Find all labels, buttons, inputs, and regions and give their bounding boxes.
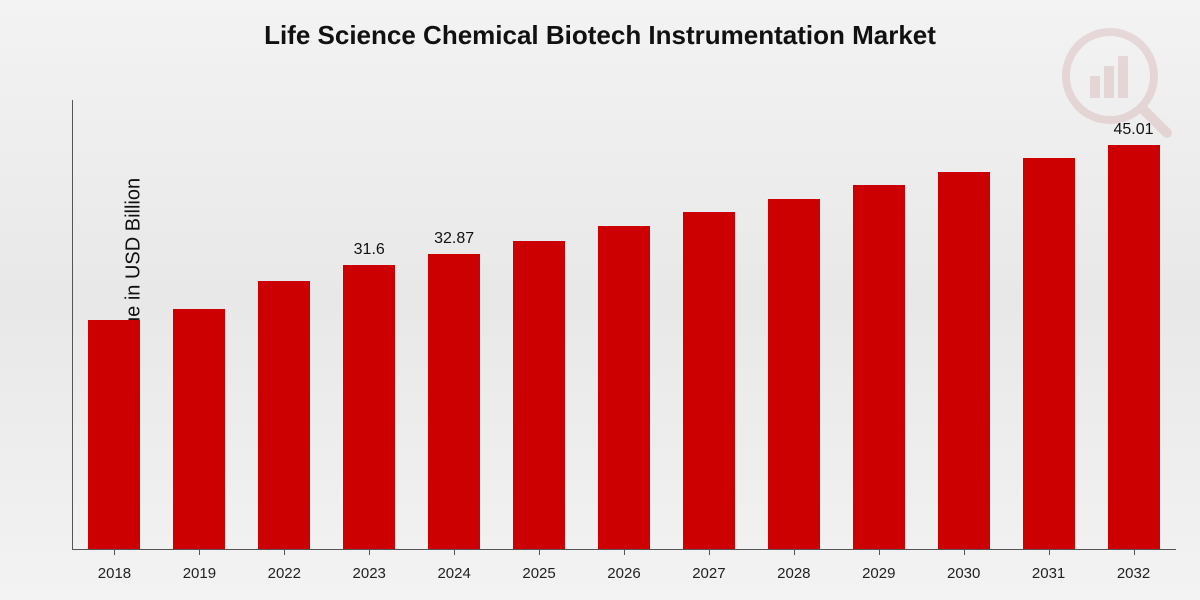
bar-wrap <box>582 100 667 549</box>
x-axis-label: 2025 <box>497 565 582 582</box>
bar-wrap <box>666 100 751 549</box>
bar <box>683 212 735 549</box>
bar-wrap: 32.87 <box>412 100 497 549</box>
x-axis-label: 2018 <box>72 565 157 582</box>
x-axis-label: 2029 <box>836 565 921 582</box>
bar-wrap: 31.6 <box>327 100 412 549</box>
bar-value-label: 45.01 <box>1114 121 1154 139</box>
x-axis-label: 2028 <box>751 565 836 582</box>
x-axis-label: 2024 <box>412 565 497 582</box>
bar-wrap <box>242 100 327 549</box>
bar <box>768 199 820 549</box>
bar-wrap: 45.01 <box>1091 100 1176 549</box>
bar-wrap <box>1006 100 1091 549</box>
x-axis-label: 2032 <box>1091 565 1176 582</box>
bars-group: 31.6 32.87 45.01 <box>72 100 1176 549</box>
x-tick <box>794 549 795 555</box>
bar <box>258 281 310 550</box>
x-axis-label: 2031 <box>1006 565 1091 582</box>
bar <box>428 254 480 549</box>
x-axis-label: 2023 <box>327 565 412 582</box>
x-axis-label: 2026 <box>582 565 667 582</box>
x-tick <box>199 549 200 555</box>
x-axis-label: 2022 <box>242 565 327 582</box>
bar <box>343 265 395 549</box>
x-tick <box>1134 549 1135 555</box>
bar <box>853 185 905 549</box>
bar <box>88 320 140 549</box>
x-tick <box>284 549 285 555</box>
bar <box>173 309 225 549</box>
x-tick <box>964 549 965 555</box>
chart-title: Life Science Chemical Biotech Instrument… <box>0 20 1200 51</box>
bar-value-label: 32.87 <box>434 230 474 248</box>
bar-value-label: 31.6 <box>354 241 385 259</box>
x-axis-labels: 2018201920222023202420252026202720282029… <box>72 565 1176 582</box>
bar-wrap <box>72 100 157 549</box>
bar <box>938 172 990 549</box>
x-tick <box>539 549 540 555</box>
x-tick <box>1049 549 1050 555</box>
x-tick <box>369 549 370 555</box>
plot-area: 31.6 32.87 45.01 <box>72 100 1176 550</box>
x-tick <box>454 549 455 555</box>
bar <box>598 226 650 549</box>
bar <box>1023 158 1075 549</box>
x-axis-label: 2019 <box>157 565 242 582</box>
bar-wrap <box>751 100 836 549</box>
x-tick <box>709 549 710 555</box>
bar-wrap <box>836 100 921 549</box>
x-tick <box>624 549 625 555</box>
x-axis-label: 2027 <box>666 565 751 582</box>
chart-container: Life Science Chemical Biotech Instrument… <box>0 0 1200 600</box>
bar-wrap <box>921 100 1006 549</box>
x-tick <box>114 549 115 555</box>
x-axis-label: 2030 <box>921 565 1006 582</box>
bar <box>513 241 565 549</box>
x-tick <box>879 549 880 555</box>
bar-wrap <box>497 100 582 549</box>
bar-wrap <box>157 100 242 549</box>
bar <box>1108 145 1160 549</box>
